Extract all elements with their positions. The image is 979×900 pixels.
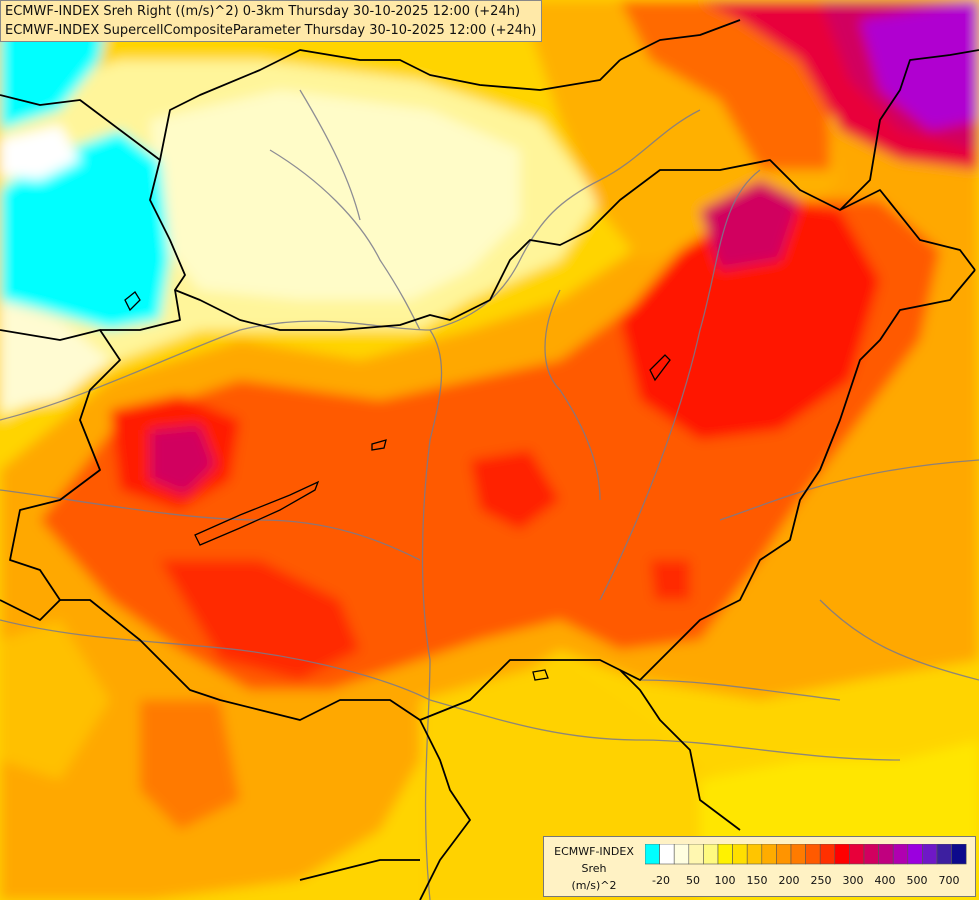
legend-swatch xyxy=(673,844,690,865)
legend-swatch xyxy=(936,844,952,865)
legend-tick-label: 700 xyxy=(938,874,960,887)
legend-tick-label: -20 xyxy=(652,874,670,887)
legend-model: ECMWF-INDEX xyxy=(554,845,634,858)
legend-swatch xyxy=(951,844,967,865)
color-legend: ECMWF-INDEX Sreh (m/s)^2 -20 50 100 150 200 2… xyxy=(543,836,976,897)
legend-swatch xyxy=(805,844,821,865)
legend-tick-label: 50 xyxy=(686,874,700,887)
legend-tick-label: 250 xyxy=(810,874,832,887)
legend-tick-label: 150 xyxy=(746,874,768,887)
map-title-box: ECMWF-INDEX Sreh Right ((m/s)^2) 0-3km T… xyxy=(0,0,542,42)
legend-swatch xyxy=(892,844,909,865)
legend-swatch xyxy=(834,844,850,865)
legend-swatch xyxy=(746,844,763,865)
rivers xyxy=(0,89,979,900)
legend-swatch xyxy=(878,844,894,865)
legend-swatch xyxy=(645,844,660,865)
title-line-1: ECMWF-INDEX Sreh Right ((m/s)^2) 0-3km T… xyxy=(5,4,521,19)
legend-swatch xyxy=(732,844,748,865)
legend-tick-label: 200 xyxy=(778,874,800,887)
legend-tick-label: 100 xyxy=(714,874,736,887)
legend-tick-label: 400 xyxy=(874,874,896,887)
legend-swatches xyxy=(645,844,967,865)
title-line-2: ECMWF-INDEX SupercellCompositeParameter … xyxy=(5,23,537,38)
legend-swatch xyxy=(659,844,675,865)
legend-variable: Sreh xyxy=(581,862,607,875)
legend-tick-label: 300 xyxy=(842,874,864,887)
lakes xyxy=(124,291,671,681)
legend-swatch xyxy=(776,844,792,865)
legend-swatch xyxy=(703,844,719,865)
legend-swatch xyxy=(790,844,806,865)
country-borders xyxy=(0,19,979,900)
legend-swatch xyxy=(688,844,704,865)
legend-swatch xyxy=(907,844,923,865)
legend-swatch xyxy=(922,844,938,865)
legend-swatch xyxy=(717,844,733,865)
legend-swatch xyxy=(863,844,879,865)
legend-swatch xyxy=(819,844,836,865)
legend-unit: (m/s)^2 xyxy=(571,879,617,892)
legend-swatch xyxy=(849,844,865,865)
legend-swatch xyxy=(761,844,777,865)
legend-tick-label: 500 xyxy=(906,874,928,887)
